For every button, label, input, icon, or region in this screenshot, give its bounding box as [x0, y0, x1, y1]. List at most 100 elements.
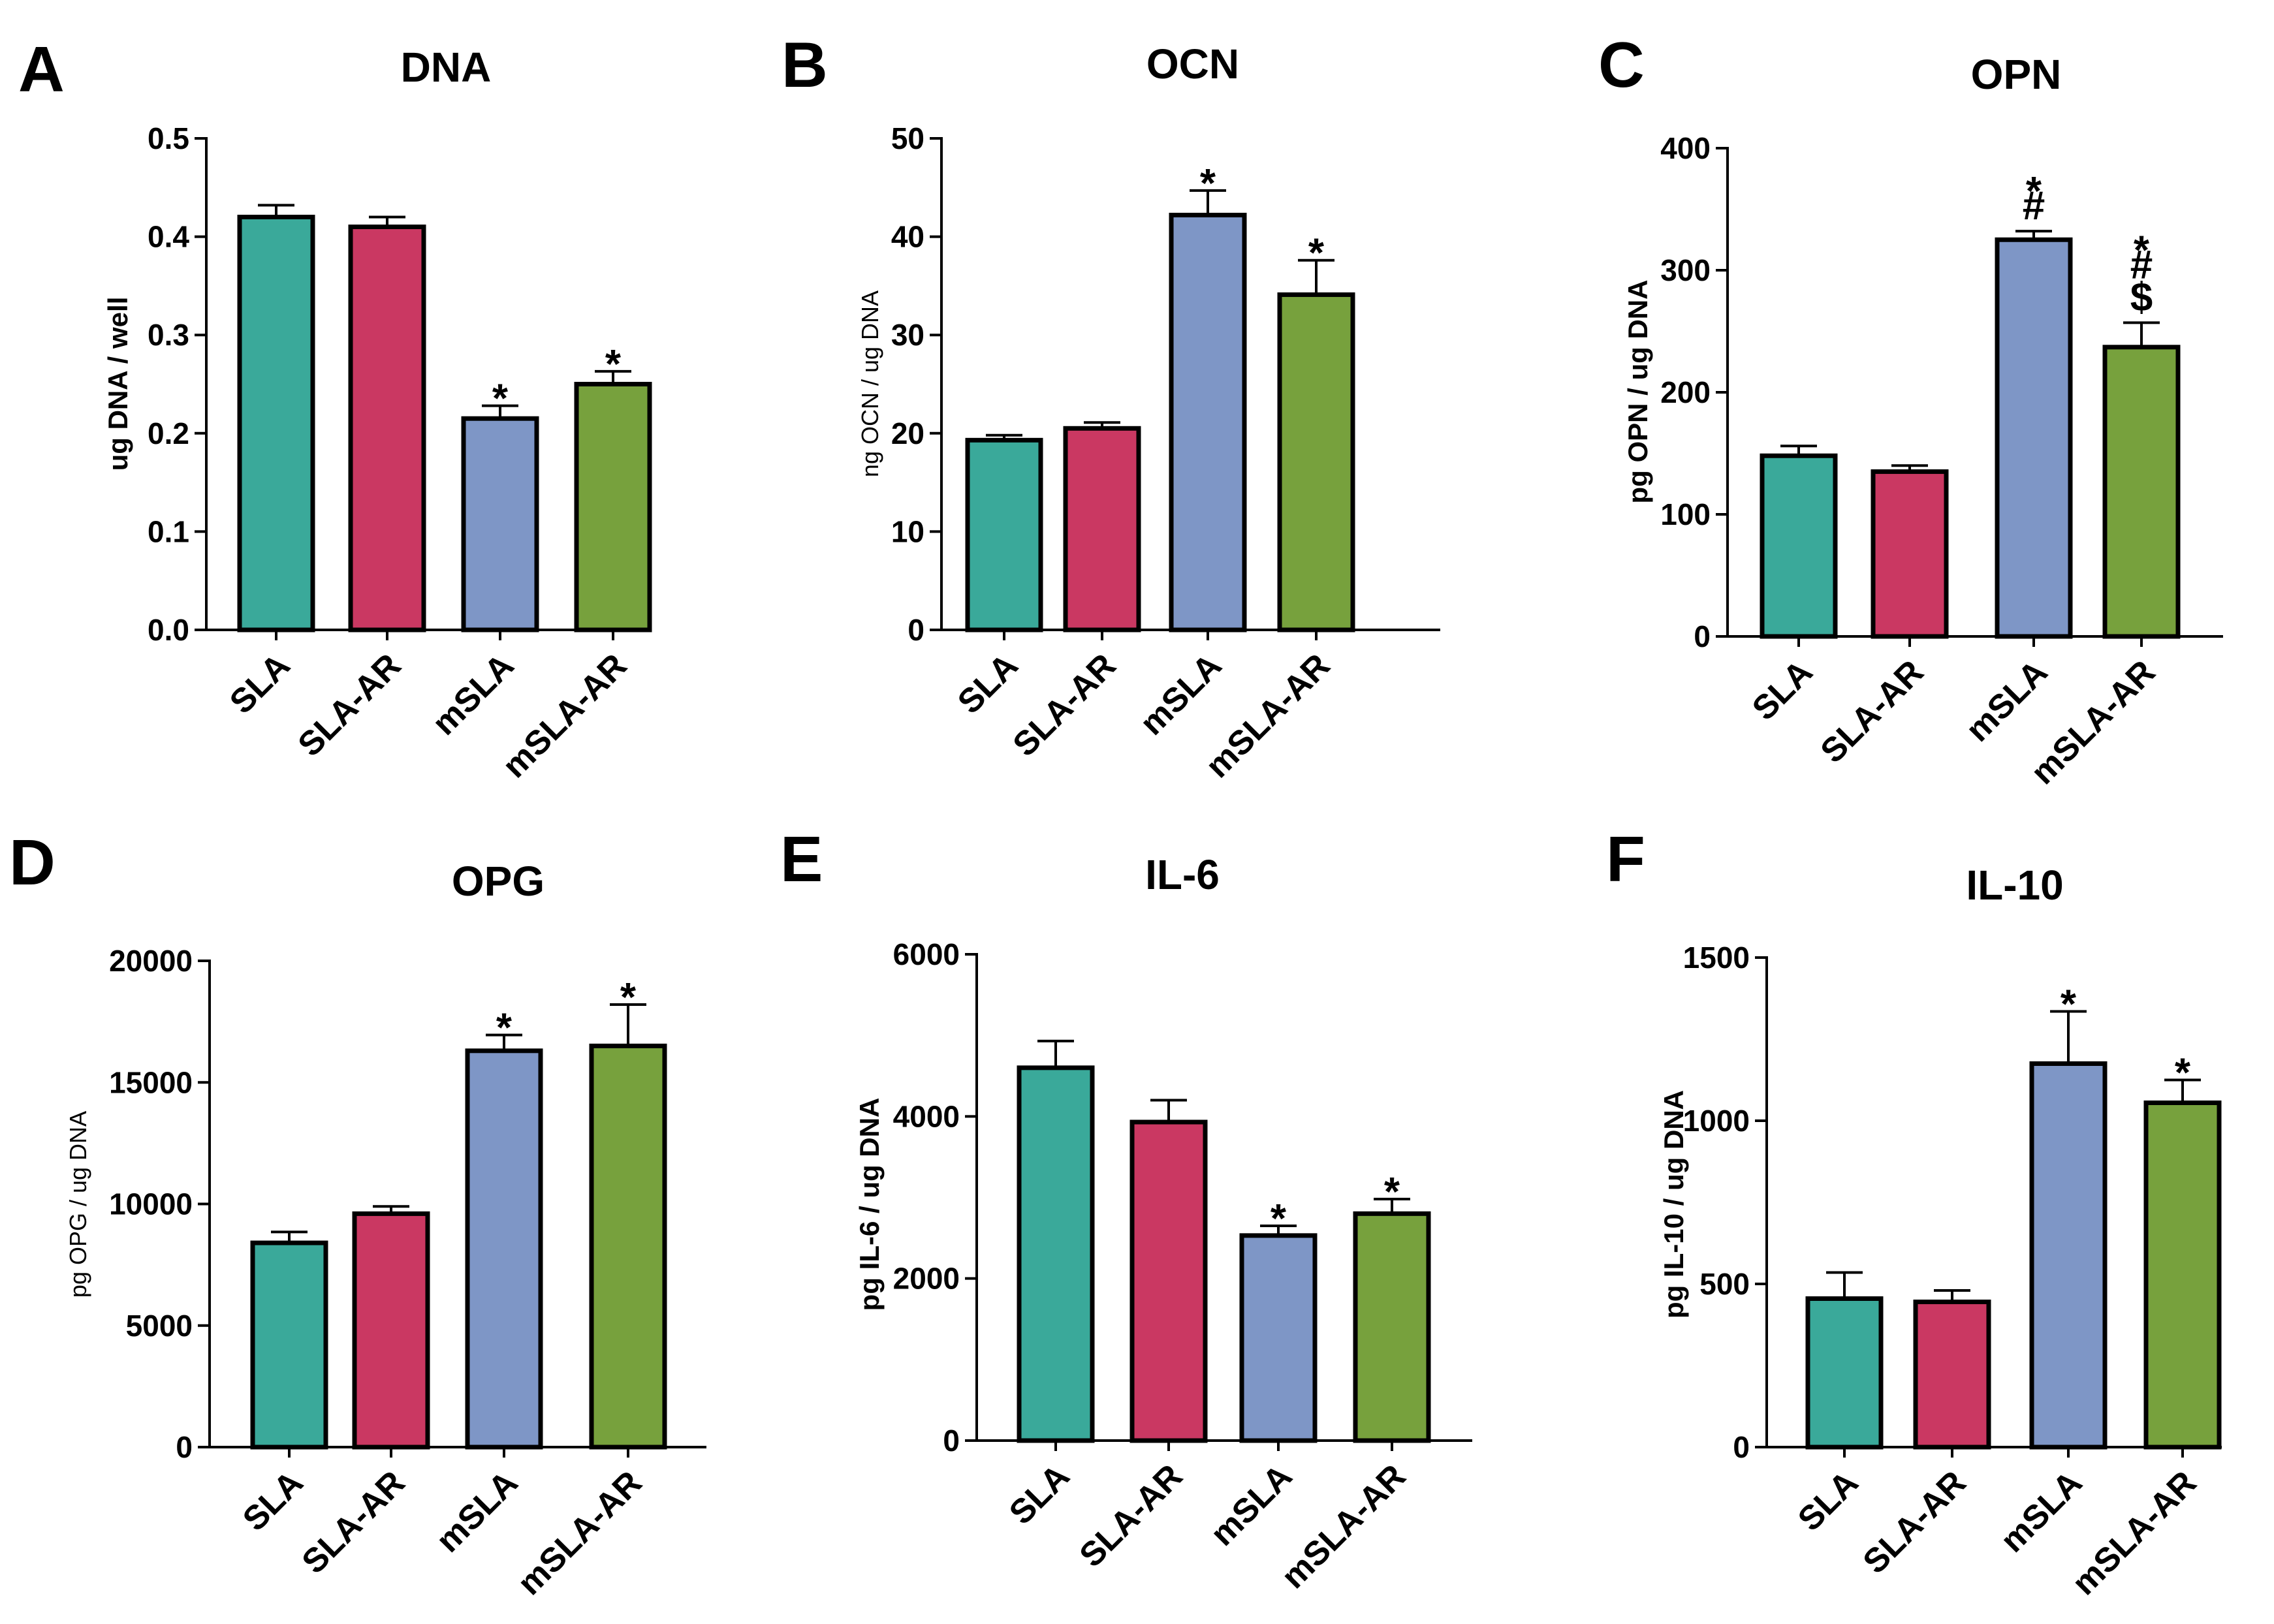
chart-f-category-label: SLA-AR — [1856, 1463, 1974, 1581]
chart-a-y-tick-label: 0.4 — [148, 220, 189, 254]
chart-d-category-label: SLA-AR — [295, 1463, 413, 1581]
chart-e-category-label: mSLA — [1203, 1457, 1299, 1553]
chart-c-significance-mark: # — [2023, 183, 2045, 228]
chart-a-significance-mark: * — [605, 342, 622, 387]
chart-f-y-tick-label: 0 — [1733, 1430, 1750, 1464]
chart-c-category-label: SLA — [1745, 653, 1820, 728]
chart-a-y-axis-label: ug DNA / well — [103, 297, 133, 471]
chart-a-category-label: SLA — [223, 646, 298, 721]
chart-c-significance-mark: $ — [2130, 275, 2153, 320]
chart-b-significance-mark: * — [1308, 231, 1325, 276]
chart-d-category-label: SLA — [236, 1463, 311, 1538]
chart-f-bar — [1805, 1296, 1884, 1450]
chart-f-bar — [1913, 1300, 1991, 1450]
chart-c-category-label: SLA-AR — [1814, 653, 1931, 770]
chart-c-bar — [1871, 469, 1949, 639]
chart-e-y-tick-label: 4000 — [893, 1099, 960, 1133]
chart-e-y-tick-label: 2000 — [893, 1262, 960, 1296]
chart-a-category-label: SLA-AR — [291, 646, 409, 764]
chart-c-y-tick-label: 200 — [1660, 375, 1711, 409]
chart-a-category-label: mSLA — [425, 646, 521, 742]
chart-f-y-axis-label: pg IL-10 / ug DNA — [1658, 1090, 1689, 1319]
chart-e-bar — [1239, 1233, 1318, 1443]
chart-a-y-tick-label: 0.5 — [148, 121, 189, 155]
chart-f-category-label: mSLA — [1993, 1463, 2089, 1559]
chart-c-y-tick-label: 0 — [1694, 619, 1711, 653]
chart-b-y-tick-label: 40 — [891, 220, 924, 254]
chart-d-y-tick-label: 0 — [176, 1430, 193, 1464]
chart-c-y-tick-label: 100 — [1660, 497, 1711, 531]
chart-b-y-tick-label: 20 — [891, 416, 924, 450]
chart-e-significance-mark: * — [1271, 1196, 1287, 1241]
chart-d-y-tick-label: 15000 — [109, 1065, 193, 1099]
chart-b-y-axis-label: ng OCN / ug DNA — [857, 290, 883, 477]
chart-c-y-tick-label: 400 — [1660, 131, 1711, 165]
chart-b-category-label: SLA-AR — [1006, 646, 1124, 764]
chart-b-y-tick-label: 10 — [891, 514, 924, 548]
chart-a-y-tick-label: 0.1 — [148, 514, 189, 548]
chart-e-y-tick-label: 6000 — [893, 937, 960, 971]
chart-e-bar — [1353, 1211, 1431, 1443]
chart-e-significance-mark: * — [1384, 1170, 1400, 1215]
chart-f-panel-letter: F — [1606, 823, 1645, 895]
chart-a-significance-mark: * — [492, 377, 509, 422]
chart-e-bar — [1129, 1119, 1208, 1443]
chart-a-category-label: mSLA-AR — [496, 646, 635, 785]
chart-e-category-label: SLA — [1002, 1457, 1077, 1532]
chart-b-bar — [965, 437, 1043, 632]
chart-e-y-tick-label: 0 — [943, 1424, 960, 1458]
chart-c-category-label: mSLA — [1959, 653, 2055, 749]
chart-d-panel-letter: D — [9, 826, 55, 898]
chart-f-significance-mark: * — [2061, 982, 2077, 1027]
chart-c-significance-mark: # — [2130, 242, 2153, 287]
chart-d-significance-mark: * — [496, 1006, 513, 1051]
chart-f-y-tick-label: 1000 — [1683, 1104, 1750, 1138]
chart-f-category-label: SLA — [1791, 1463, 1866, 1538]
chart-e-panel-letter: E — [780, 823, 823, 895]
chart-d-bar — [465, 1048, 543, 1450]
chart-c-significance-mark: * — [2134, 228, 2150, 273]
chart-c-panel-letter: C — [1598, 29, 1645, 101]
chart-d-bar — [589, 1043, 667, 1450]
chart-c-y-axis-label: pg OPN / ug DNA — [1622, 280, 1653, 504]
chart-a-panel-letter: A — [18, 33, 65, 105]
chart-f-bar — [2143, 1101, 2222, 1450]
chart-b-title: OCN — [1146, 40, 1239, 87]
chart-b-y-tick-label: 30 — [891, 318, 924, 352]
chart-b-category-label: SLA — [951, 646, 1026, 721]
chart-b-bar — [1277, 292, 1355, 632]
chart-d-significance-mark: * — [620, 975, 637, 1020]
chart-f-title: IL-10 — [1966, 862, 2063, 909]
chart-d-y-axis-label: pg OPG / ug DNA — [65, 1111, 91, 1298]
chart-e-category-label: SLA-AR — [1073, 1457, 1190, 1574]
chart-c-bar — [2102, 345, 2181, 639]
chart-b-y-tick-label: 50 — [891, 121, 924, 155]
chart-e-title: IL-6 — [1145, 851, 1220, 898]
chart-a-bar — [348, 225, 426, 632]
chart-b-bar — [1169, 212, 1247, 632]
chart-b-significance-mark: * — [1200, 161, 1216, 206]
chart-f-bar — [2029, 1061, 2108, 1450]
chart-e-y-axis-label: pg IL-6 / ug DNA — [854, 1098, 885, 1311]
chart-d-title: OPG — [452, 858, 545, 905]
chart-c-bar — [1995, 237, 2073, 639]
chart-a-bar — [574, 382, 652, 632]
chart-b-bar — [1063, 426, 1141, 632]
chart-f-y-tick-label: 500 — [1699, 1267, 1750, 1301]
chart-a-y-tick-label: 0.0 — [148, 613, 189, 647]
chart-a-title: DNA — [401, 44, 492, 91]
chart-d-y-tick-label: 5000 — [126, 1309, 193, 1343]
chart-d-bar — [250, 1240, 328, 1450]
chart-c-bar — [1760, 453, 1838, 639]
chart-d-y-tick-label: 20000 — [109, 944, 193, 978]
chart-c-title: OPN — [1971, 51, 2062, 98]
chart-c-significance-mark: * — [2026, 169, 2042, 214]
chart-b-panel-letter: B — [782, 29, 828, 101]
chart-f-y-tick-label: 1500 — [1683, 941, 1750, 975]
chart-f-significance-mark: * — [2175, 1051, 2191, 1096]
chart-b-category-label: mSLA — [1133, 646, 1229, 742]
chart-e-bar — [1017, 1065, 1095, 1443]
chart-e-category-label: mSLA-AR — [1274, 1457, 1413, 1596]
chart-a-y-tick-label: 0.2 — [148, 416, 189, 450]
